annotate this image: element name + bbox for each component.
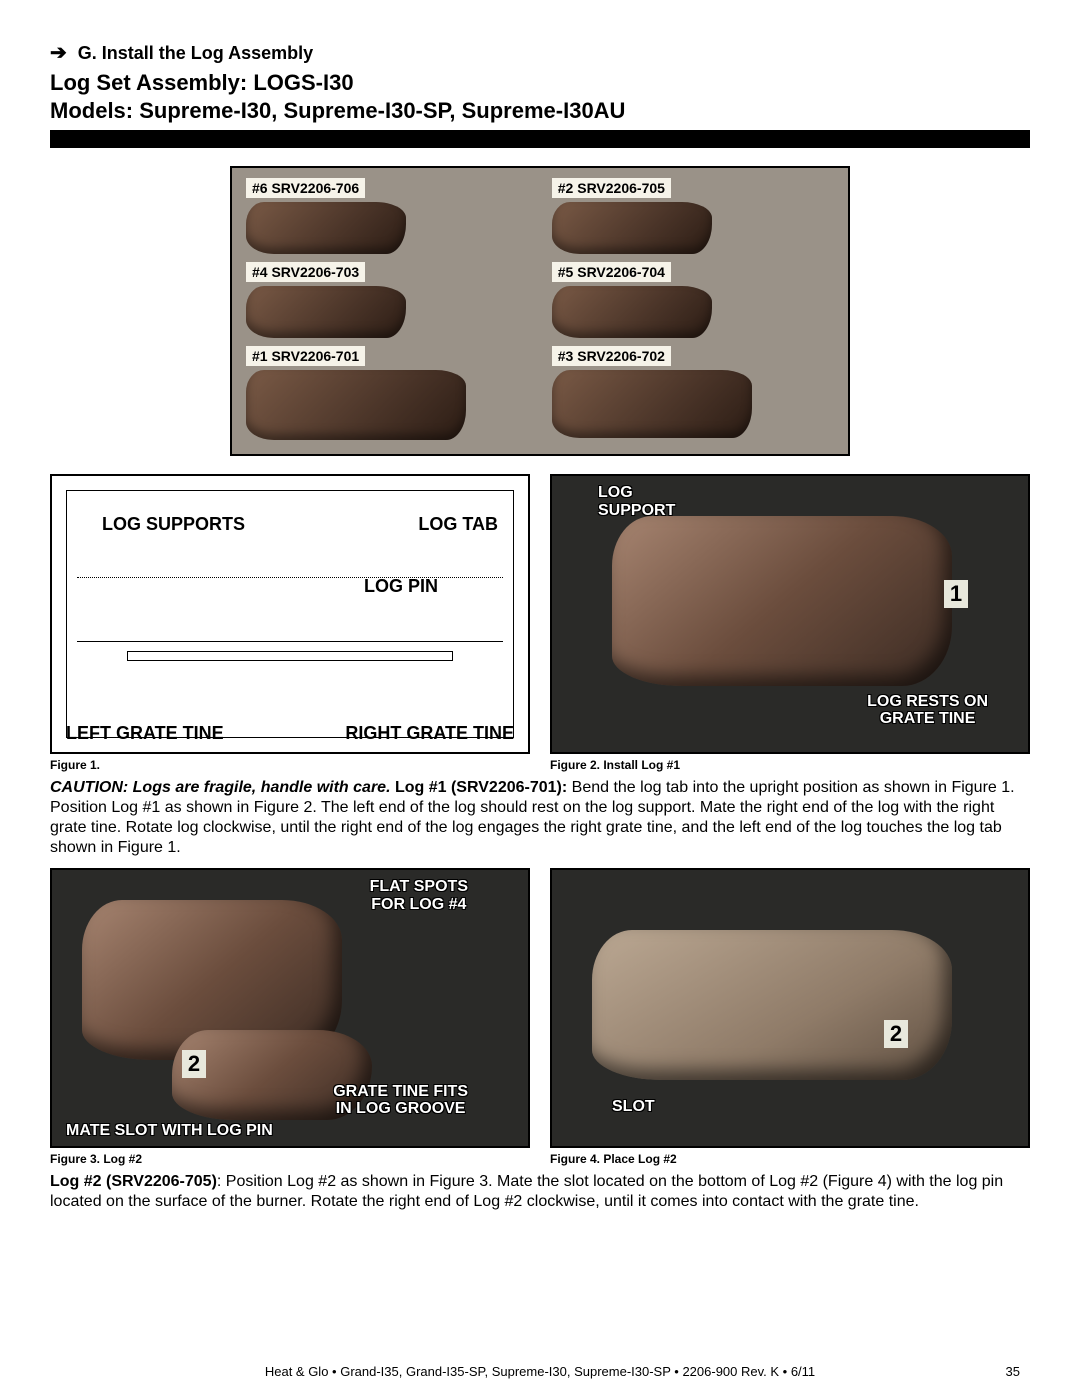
photo-log-icon	[592, 930, 952, 1080]
section-heading-text: G. Install the Log Assembly	[78, 43, 313, 63]
figure-3-caption: Figure 3. Log #2	[50, 1152, 530, 1166]
page-footer: Heat & Glo • Grand-I35, Grand-I35-SP, Su…	[0, 1364, 1080, 1379]
overlay-label: MATE SLOT WITH LOG PIN	[66, 1122, 273, 1140]
log-shape-icon	[246, 370, 466, 440]
diagram-label: LOG SUPPORTS	[102, 514, 245, 535]
figure-2-col: LOG SUPPORT LOG RESTS ON GRATE TINE 1 Fi…	[550, 474, 1030, 772]
overlay-label: SLOT	[612, 1098, 655, 1116]
log-shape-icon	[246, 286, 406, 338]
part-label: #2 SRV2206-705	[552, 178, 671, 198]
parts-row: #1 SRV2206-701 #3 SRV2206-702	[246, 346, 834, 440]
part-label: #1 SRV2206-701	[246, 346, 365, 366]
diagram-label: RIGHT GRATE TINE	[345, 723, 514, 744]
part-label: #5 SRV2206-704	[552, 262, 671, 282]
diagram-label: LEFT GRATE TINE	[66, 723, 224, 744]
figure-row-2: FLAT SPOTS FOR LOG #4 GRATE TINE FITS IN…	[50, 868, 1030, 1166]
title-line-1: Log Set Assembly: LOGS-I30	[50, 69, 1030, 97]
part-label: #6 SRV2206-706	[246, 178, 365, 198]
overlay-label: FLAT SPOTS FOR LOG #4	[370, 878, 468, 913]
figure-4-photo: 2 SLOT	[550, 868, 1030, 1148]
parts-photo-frame: #6 SRV2206-706 #2 SRV2206-705 #4 SRV2206…	[230, 166, 850, 456]
figure-4-col: 2 SLOT Figure 4. Place Log #2	[550, 868, 1030, 1166]
part-cell: #2 SRV2206-705	[552, 178, 834, 254]
page-number: 35	[1006, 1364, 1020, 1379]
instruction-paragraph-1: CAUTION: Logs are fragile, handle with c…	[50, 778, 1030, 858]
diagram-label: LOG TAB	[418, 514, 498, 535]
overlay-label: LOG RESTS ON GRATE TINE	[867, 693, 988, 728]
title-block: Log Set Assembly: LOGS-I30 Models: Supre…	[50, 69, 1030, 124]
parts-row: #4 SRV2206-703 #5 SRV2206-704	[246, 262, 834, 338]
section-heading: ➔ G. Install the Log Assembly	[50, 40, 1030, 65]
part-cell: #5 SRV2206-704	[552, 262, 834, 338]
title-line-2: Models: Supreme-I30, Supreme-I30-SP, Sup…	[50, 97, 1030, 125]
part-label: #3 SRV2206-702	[552, 346, 671, 366]
parts-row: #6 SRV2206-706 #2 SRV2206-705	[246, 178, 834, 254]
log-number-badge: 1	[944, 580, 968, 608]
black-divider-bar	[50, 130, 1030, 148]
part-cell: #6 SRV2206-706	[246, 178, 528, 254]
figure-1-diagram: LOG SUPPORTS LOG TAB LOG PIN LEFT GRATE …	[50, 474, 530, 754]
photo-log-icon	[612, 516, 952, 686]
log-shape-icon	[552, 202, 712, 254]
overlay-label: LOG SUPPORT	[598, 484, 675, 519]
overlay-label: GRATE TINE FITS IN LOG GROOVE	[333, 1083, 468, 1118]
log-shape-icon	[552, 370, 752, 438]
figure-3-col: FLAT SPOTS FOR LOG #4 GRATE TINE FITS IN…	[50, 868, 530, 1166]
footer-text: Heat & Glo • Grand-I35, Grand-I35-SP, Su…	[265, 1364, 815, 1379]
diagram-label: LOG PIN	[364, 576, 438, 597]
figure-2-caption: Figure 2. Install Log #1	[550, 758, 1030, 772]
log-number-badge: 2	[884, 1020, 908, 1048]
figure-row-1: LOG SUPPORTS LOG TAB LOG PIN LEFT GRATE …	[50, 474, 1030, 772]
part-cell: #3 SRV2206-702	[552, 346, 834, 440]
log1-bold: Log #1 (SRV2206-701):	[395, 779, 572, 796]
figure-3-photo: FLAT SPOTS FOR LOG #4 GRATE TINE FITS IN…	[50, 868, 530, 1148]
log-shape-icon	[246, 202, 406, 254]
figure-4-caption: Figure 4. Place Log #2	[550, 1152, 1030, 1166]
figure-1-col: LOG SUPPORTS LOG TAB LOG PIN LEFT GRATE …	[50, 474, 530, 772]
log2-bold: Log #2 (SRV2206-705)	[50, 1173, 217, 1190]
part-cell: #4 SRV2206-703	[246, 262, 528, 338]
figure-1-caption: Figure 1.	[50, 758, 530, 772]
log-shape-icon	[552, 286, 712, 338]
arrow-icon: ➔	[50, 42, 67, 64]
log-number-badge: 2	[182, 1050, 206, 1078]
part-cell: #1 SRV2206-701	[246, 346, 528, 440]
caution-text: CAUTION: Logs are fragile, handle with c…	[50, 779, 391, 796]
part-label: #4 SRV2206-703	[246, 262, 365, 282]
figure-2-photo: LOG SUPPORT LOG RESTS ON GRATE TINE 1	[550, 474, 1030, 754]
instruction-paragraph-2: Log #2 (SRV2206-705): Position Log #2 as…	[50, 1172, 1030, 1212]
